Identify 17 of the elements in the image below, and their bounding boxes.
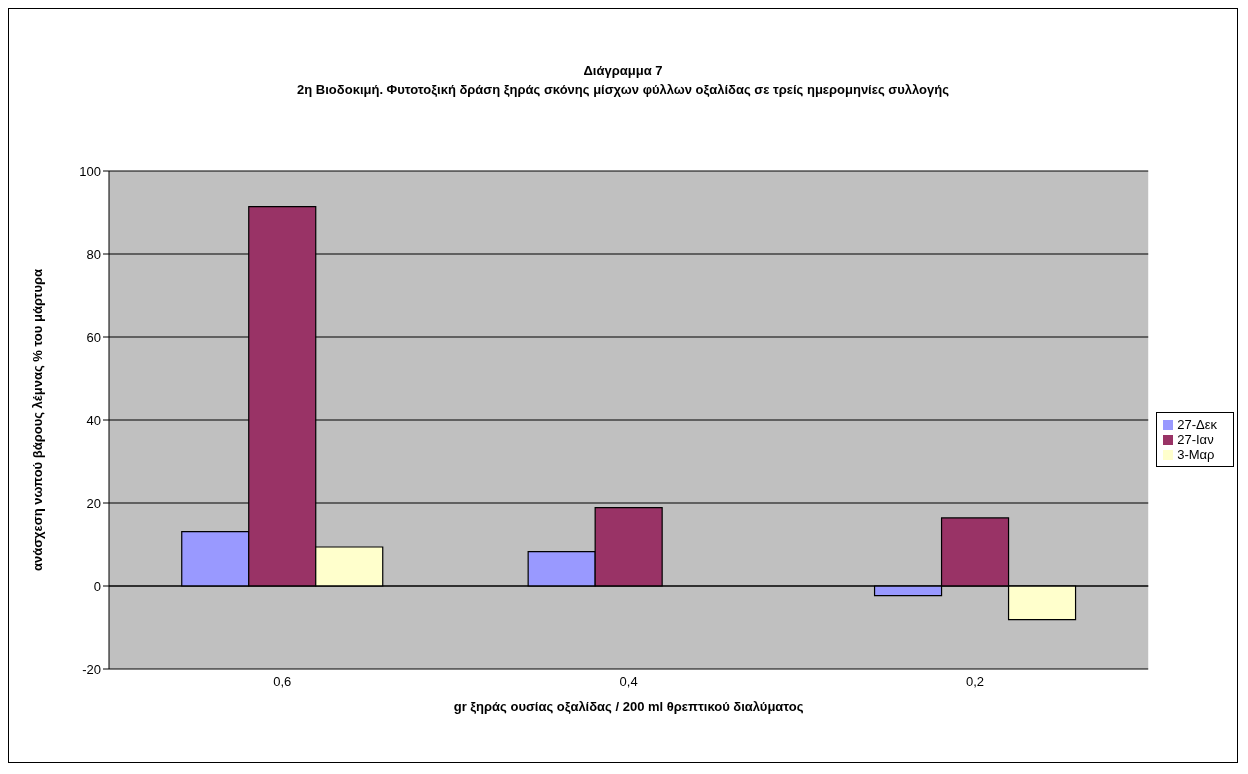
y-tick-label: 60 bbox=[86, 329, 101, 345]
y-tick-label: 80 bbox=[86, 246, 101, 262]
chart-subtitle: 2η Βιοδοκιμή. Φυτοτοξική δράση ξηράς σκόνης μίσχων φύλλων οξαλίδας σε τρείς ημερομηνίες συλλογής bbox=[296, 81, 950, 99]
chart-title: Διάγραμμα 7 bbox=[582, 62, 664, 80]
y-tick-label: 20 bbox=[86, 495, 101, 511]
legend-label: 27-Δεκ bbox=[1177, 416, 1217, 432]
x-tick-label: 0,2 bbox=[965, 674, 985, 690]
y-tick-label: -20 bbox=[82, 661, 101, 677]
y-axis-title: ανάσχεση νωπού βάρους λέμνας % του μάρτυρα bbox=[29, 268, 45, 572]
legend-label: 3-Μαρ bbox=[1177, 446, 1215, 462]
y-tick-label: 0 bbox=[93, 578, 101, 594]
x-tick-label: 0,6 bbox=[273, 674, 292, 690]
x-tick-label: 0,4 bbox=[619, 674, 638, 690]
y-tick-label: 100 bbox=[79, 163, 101, 179]
y-tick-label: 40 bbox=[86, 412, 101, 428]
legend-label: 27-Ιαν bbox=[1177, 431, 1214, 447]
x-axis-title: gr ξηράς ουσίας οξαλίδας / 200 ml θρεπτικού διαλύματος bbox=[453, 699, 804, 714]
